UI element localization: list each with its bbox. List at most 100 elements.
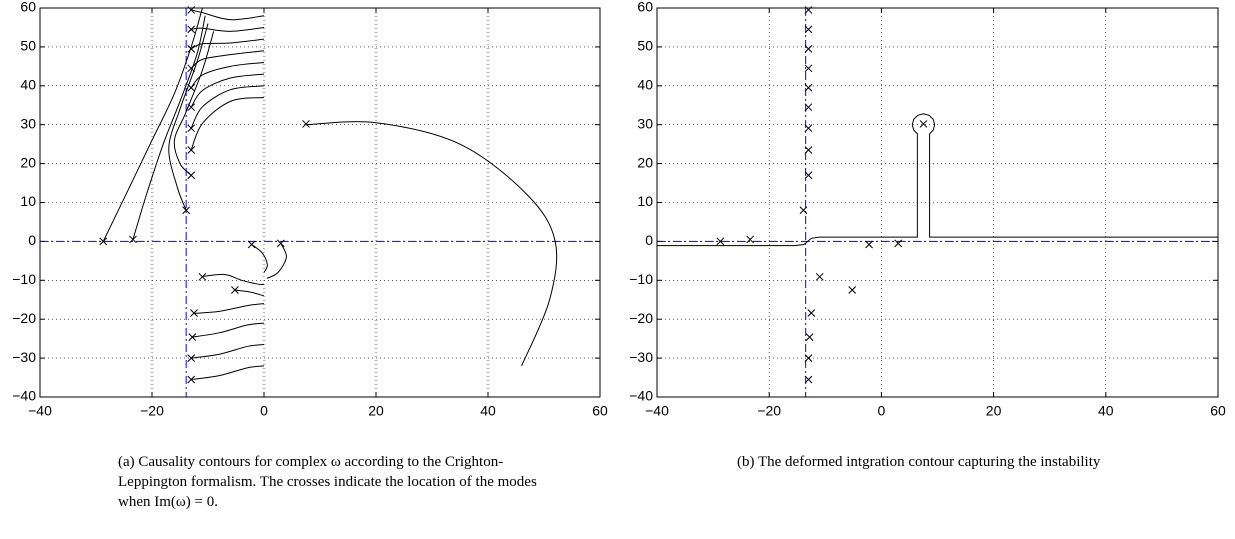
y-tick-label: −10 (12, 271, 36, 287)
mode-cross (187, 64, 196, 73)
x-tick-label: −20 (757, 403, 781, 419)
mode-cross (865, 240, 873, 249)
contour (191, 9, 265, 21)
contour (202, 273, 265, 285)
contour (190, 50, 265, 69)
x-tick-label: 60 (1210, 403, 1226, 419)
contour (657, 113, 1218, 247)
contour (132, 15, 206, 240)
contour (191, 365, 265, 380)
y-tick-label: −10 (629, 271, 653, 287)
mode-cross (247, 240, 256, 249)
contour (266, 243, 287, 279)
y-tick-label: 10 (637, 193, 653, 209)
mode-cross (99, 237, 108, 246)
axes-frame (656, 7, 1219, 398)
mode-cross (198, 272, 207, 281)
x-tick-label: −40 (28, 403, 52, 419)
y-tick-label: 60 (637, 0, 653, 15)
mode-cross (187, 375, 196, 384)
y-tick-label: 30 (637, 115, 653, 131)
contour (251, 244, 268, 273)
contour (190, 61, 265, 89)
x-tick-label: 0 (260, 403, 268, 419)
y-tick-label: 60 (20, 0, 36, 15)
contour (191, 26, 265, 32)
x-tick-label: −40 (645, 403, 669, 419)
mode-cross (804, 25, 813, 34)
contour (192, 322, 265, 338)
contour (193, 303, 265, 314)
y-tick-label: 40 (637, 77, 653, 93)
mode-cross (188, 333, 197, 341)
mode-cross (129, 235, 137, 244)
contour (305, 121, 558, 367)
contour (234, 289, 265, 297)
x-tick-label: 0 (878, 403, 886, 419)
mode-cross (187, 6, 196, 14)
x-tick-label: 20 (368, 403, 384, 419)
mode-cross (276, 239, 285, 248)
mode-cross (804, 375, 813, 384)
mode-cross (187, 83, 196, 92)
mode-cross (804, 64, 813, 73)
mode-cross (187, 354, 196, 362)
mode-cross (807, 309, 816, 317)
y-tick-label: −40 (629, 388, 653, 404)
mode-cross (804, 44, 813, 53)
contour (190, 96, 265, 151)
y-tick-label: 50 (20, 38, 36, 54)
mode-cross (187, 171, 196, 180)
mode-cross (804, 171, 813, 180)
axes-frame (39, 7, 601, 398)
y-tick-label: 0 (28, 232, 36, 248)
y-tick-label: −20 (629, 310, 653, 326)
contour (190, 85, 265, 129)
caption: (a) Causality contours for complex ω acc… (118, 454, 537, 510)
y-tick-label: −40 (12, 388, 36, 404)
y-tick-label: 20 (637, 154, 653, 170)
y-tick-label: 40 (20, 77, 36, 93)
contour (168, 23, 209, 211)
y-tick-label: 20 (20, 154, 36, 170)
mode-cross (848, 286, 857, 294)
mode-cross (302, 120, 310, 128)
mode-cross (231, 286, 239, 294)
mode-cross (190, 309, 198, 317)
mode-cross (804, 354, 813, 362)
mode-cross (804, 103, 813, 112)
y-tick-label: 30 (20, 115, 36, 131)
mode-cross (187, 124, 196, 133)
mode-cross (919, 120, 928, 128)
x-tick-label: 20 (986, 403, 1002, 419)
x-tick-label: 40 (1098, 403, 1114, 419)
contour (173, 31, 215, 176)
y-tick-label: 50 (637, 38, 653, 54)
y-tick-label: −20 (12, 310, 36, 326)
mode-cross (746, 235, 754, 244)
contour (190, 73, 265, 108)
mode-cross (187, 103, 196, 112)
mode-cross (187, 146, 196, 154)
contour (190, 38, 265, 50)
y-tick-label: −30 (12, 349, 36, 365)
mode-cross (804, 124, 813, 133)
y-tick-label: 0 (645, 232, 653, 248)
y-tick-label: 10 (20, 193, 36, 209)
contour (102, 7, 203, 242)
mode-cross (894, 239, 903, 248)
mode-cross (187, 25, 196, 34)
contour (191, 343, 265, 359)
x-tick-label: 60 (592, 403, 608, 419)
mode-cross (182, 206, 191, 215)
caption: (b) The deformed intgration contour capt… (737, 454, 1101, 470)
mode-cross (815, 272, 824, 281)
mode-cross (804, 146, 813, 154)
x-tick-label: 40 (480, 403, 496, 419)
mode-cross (187, 44, 196, 53)
mode-cross (716, 237, 725, 246)
mode-cross (805, 333, 814, 341)
mode-cross (799, 206, 808, 215)
